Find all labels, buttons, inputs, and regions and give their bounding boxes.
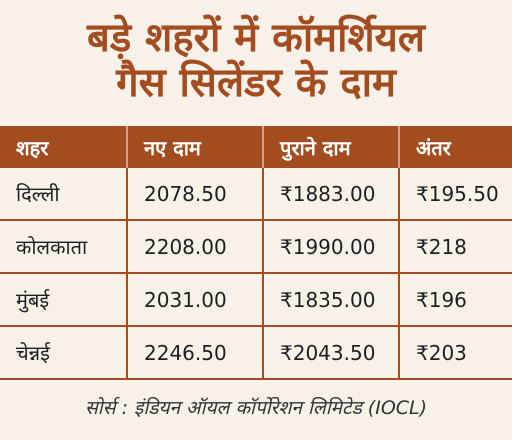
cell-new-price: 2078.50 — [127, 168, 264, 221]
cell-old-price: ₹2043.50 — [263, 326, 400, 380]
cell-difference: ₹203 — [399, 326, 512, 380]
header-difference: अंतर — [399, 126, 512, 168]
table-row: मुंबई 2031.00 ₹1835.00 ₹196 — [0, 273, 512, 327]
price-table-wrapper: शहर नए दाम पुराने दाम अंतर दिल्ली 2078.5… — [0, 126, 512, 380]
cell-city: कोलकाता — [0, 220, 128, 274]
title-block: बड़े शहरों में कॉमर्शियल गैस सिलेंडर के … — [0, 18, 512, 104]
table-header-row: शहर नए दाम पुराने दाम अंतर — [0, 126, 512, 168]
price-table: शहर नए दाम पुराने दाम अंतर दिल्ली 2078.5… — [0, 126, 512, 380]
table-body: दिल्ली 2078.50 ₹1883.00 ₹195.50 कोलकाता … — [0, 168, 512, 380]
table-header: शहर नए दाम पुराने दाम अंतर — [0, 126, 512, 168]
table-row: दिल्ली 2078.50 ₹1883.00 ₹195.50 — [0, 168, 512, 221]
table-row: कोलकाता 2208.00 ₹1990.00 ₹218 — [0, 220, 512, 274]
cell-new-price: 2246.50 — [127, 326, 264, 380]
title-line-1: बड़े शहरों में कॉमर्शियल — [87, 15, 425, 61]
cell-city: दिल्ली — [0, 168, 128, 221]
cell-difference: ₹196 — [399, 273, 512, 327]
title-line-2: गैस सिलेंडर के दाम — [116, 59, 396, 106]
header-city: शहर — [0, 126, 128, 168]
header-new-price: नए दाम — [127, 126, 264, 168]
cell-old-price: ₹1883.00 — [263, 168, 400, 221]
cell-difference: ₹218 — [399, 220, 512, 274]
cell-old-price: ₹1990.00 — [263, 220, 400, 274]
header-old-price: पुराने दाम — [263, 126, 400, 168]
table-row: चेन्नई 2246.50 ₹2043.50 ₹203 — [0, 326, 512, 380]
cell-old-price: ₹1835.00 — [263, 273, 400, 327]
cell-new-price: 2031.00 — [127, 273, 264, 327]
source-note: सोर्स : इंडियन ऑयल कॉर्पोरेशन लिमिटेड (I… — [84, 397, 428, 419]
cell-city: मुंबई — [0, 273, 128, 327]
cell-difference: ₹195.50 — [399, 168, 512, 221]
cell-city: चेन्नई — [0, 326, 128, 380]
cell-new-price: 2208.00 — [127, 220, 264, 274]
